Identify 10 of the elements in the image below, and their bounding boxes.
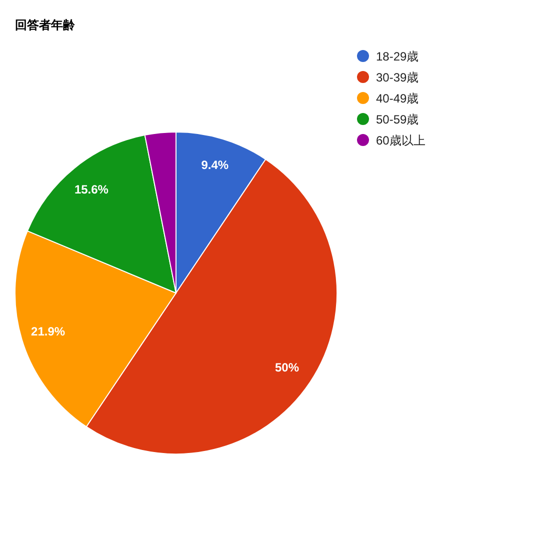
data-label: 50%: [274, 360, 299, 374]
legend-label: 60歳以上: [376, 134, 426, 148]
title: 回答者年齢: [15, 18, 75, 32]
legend-label: 40-49歳: [376, 92, 419, 106]
data-label: 21.9%: [31, 324, 66, 338]
legend-label: 50-59歳: [376, 112, 419, 126]
data-label: 15.6%: [74, 182, 108, 196]
legend-label: 18-29歳: [376, 50, 419, 64]
data-label: 9.4%: [201, 158, 229, 172]
legend-label: 30-39歳: [376, 70, 419, 84]
